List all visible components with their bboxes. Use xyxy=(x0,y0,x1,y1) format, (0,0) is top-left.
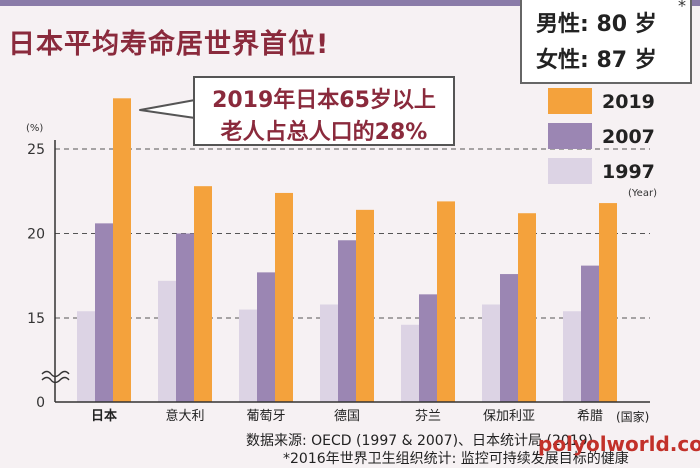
legend-swatch-1997 xyxy=(548,158,592,184)
bar-1997 xyxy=(401,324,419,402)
bar-2019 xyxy=(113,98,131,403)
bar-1997 xyxy=(563,311,581,402)
legend-year-label: (Year) xyxy=(628,188,657,199)
data-source: 数据来源: OECD (1997 & 2007)、日本统计局 (2019) xyxy=(246,433,594,449)
axis-break-mark xyxy=(41,376,70,384)
callout-line-2: 老人占总人口的28% xyxy=(220,120,428,145)
legend-label-2019: 2019 xyxy=(602,91,655,113)
x-tick-label: 德国 xyxy=(334,409,360,424)
legend-label-2007: 2007 xyxy=(602,126,655,148)
bar-2019 xyxy=(518,213,536,402)
bar-layer xyxy=(77,98,617,403)
bar-2007 xyxy=(176,233,194,402)
top-stripe xyxy=(0,0,700,6)
bar-1997 xyxy=(320,304,338,402)
male-life-expectancy: 男性: 80 岁 xyxy=(536,12,657,37)
bar-2019 xyxy=(599,203,617,402)
life-expectancy-box: * 男性: 80 岁 女性: 87 岁 xyxy=(520,0,692,84)
legend-layer: 2019 2007 1997 xyxy=(548,88,655,184)
bar-2019 xyxy=(437,201,455,402)
bar-2007 xyxy=(95,223,113,402)
bar-1997 xyxy=(77,311,95,402)
bar-2007 xyxy=(257,272,275,402)
callout-pointer xyxy=(139,99,196,119)
x-axis-label: (国家) xyxy=(616,409,649,424)
x-tick-label: 保加利亚 xyxy=(483,409,535,424)
bar-2007 xyxy=(581,265,599,402)
footnote-asterisk: * xyxy=(678,0,686,15)
footnote: *2016年世界卫生组织统计: 监控可持续发展目标的健康 xyxy=(283,451,629,467)
x-tick-label: 芬兰 xyxy=(415,409,441,424)
axis-break-mark xyxy=(41,370,70,378)
bar-1997 xyxy=(239,309,257,402)
y-tick-label: 15 xyxy=(27,311,45,327)
x-tick-label: 葡萄牙 xyxy=(246,409,285,424)
callout-box: 2019年日本65岁以上 老人占总人口的28% xyxy=(193,76,455,146)
bar-1997 xyxy=(158,280,176,402)
watermark: polyolworld.com xyxy=(538,432,700,456)
callout-line-1: 2019年日本65岁以上 xyxy=(212,88,436,113)
page-title: 日本平均寿命居世界首位! xyxy=(8,29,330,60)
x-tick-label: 意大利 xyxy=(165,408,204,424)
legend-label-1997: 1997 xyxy=(602,161,655,183)
axis-layer: 0 15 20 25 日本 意大利 葡萄牙 德国 芬兰 保加利亚 希腊 xyxy=(27,99,650,424)
x-tick-label: 希腊 xyxy=(577,409,603,424)
bar-1997 xyxy=(482,304,500,402)
legend-swatch-2019 xyxy=(548,88,592,114)
bar-2019 xyxy=(356,209,374,402)
bar-2019 xyxy=(194,186,212,402)
y-tick-label: 25 xyxy=(27,142,45,158)
legend-swatch-2007 xyxy=(548,123,592,149)
bar-2007 xyxy=(419,294,437,402)
bar-2007 xyxy=(338,240,356,402)
female-life-expectancy: 女性: 87 岁 xyxy=(536,48,657,73)
y-unit-label: (%) xyxy=(26,123,43,134)
y-tick-label: 20 xyxy=(27,227,45,243)
bar-2019 xyxy=(275,192,293,402)
bar-2007 xyxy=(500,274,518,402)
y-tick-label: 0 xyxy=(36,395,45,411)
x-tick-label: 日本 xyxy=(91,408,117,424)
